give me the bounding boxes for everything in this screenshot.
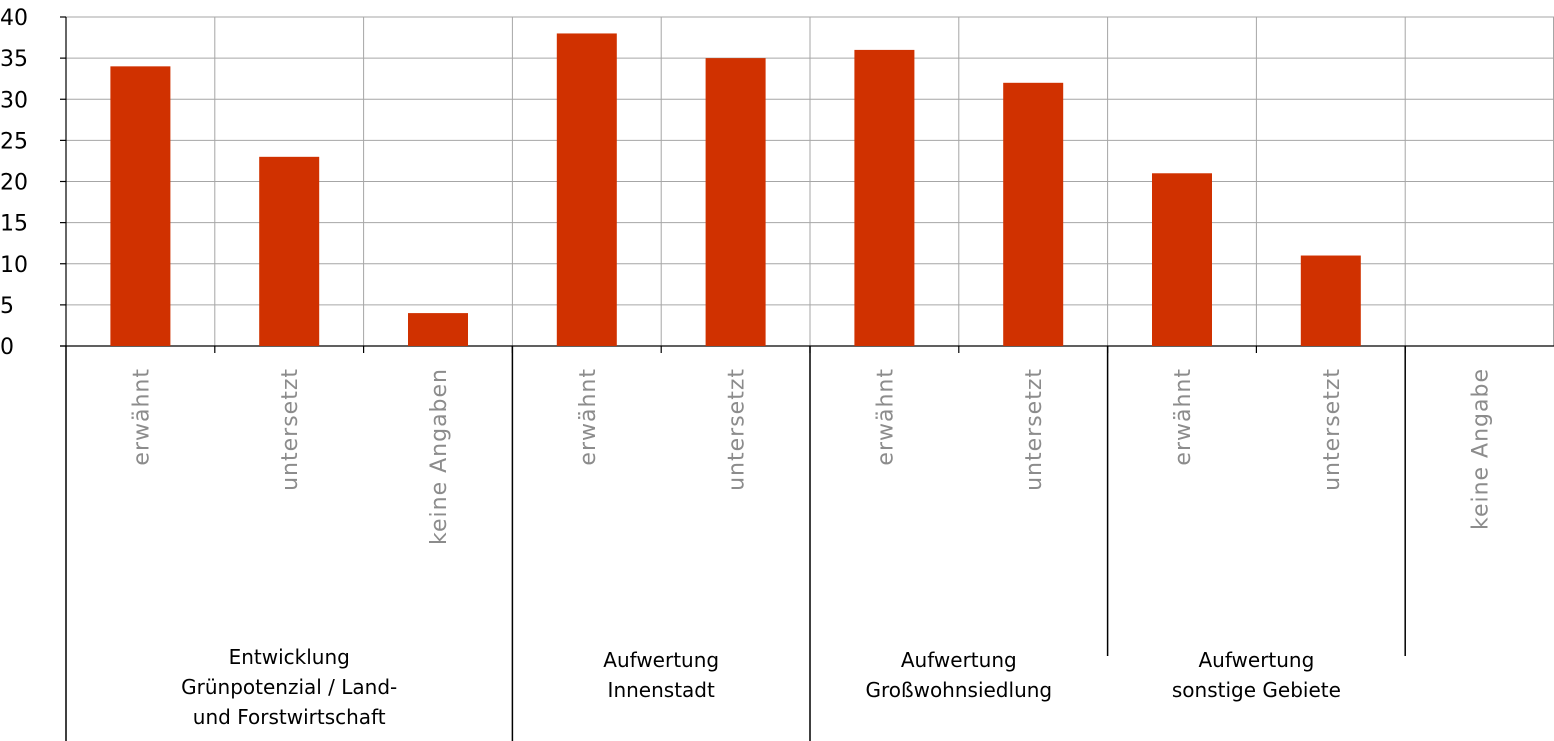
y-tick-label: 35 (0, 47, 28, 72)
bar (110, 66, 171, 346)
y-tick-label: 10 (0, 253, 28, 278)
y-tick-label: 15 (0, 212, 28, 237)
x-category-label: untersetzt (1022, 368, 1047, 491)
y-tick-label: 0 (0, 335, 14, 360)
x-category-label: erwähnt (1171, 368, 1196, 466)
x-category-label: untersetzt (278, 368, 303, 491)
bar (854, 49, 915, 347)
y-tick-label: 40 (0, 6, 28, 31)
bar (556, 33, 617, 346)
x-category-label: untersetzt (1320, 368, 1345, 491)
group-label: Aufwertung (603, 648, 719, 672)
x-category-label: untersetzt (725, 368, 750, 491)
bar (1152, 173, 1212, 346)
x-category-label: erwähnt (576, 368, 601, 466)
bar (1300, 255, 1361, 346)
bar (259, 156, 320, 346)
group-label: Aufwertung (1198, 648, 1314, 672)
group-label: Großwohnsiedlung (865, 678, 1052, 702)
y-tick-label: 30 (0, 88, 28, 113)
x-category-label: keine Angaben (427, 368, 452, 545)
group-label: Grünpotenzial / Land- (181, 675, 397, 699)
bar (705, 58, 766, 346)
group-label: Aufwertung (901, 648, 1017, 672)
bar (1003, 82, 1064, 347)
y-tick-label: 25 (0, 129, 28, 154)
group-label: und Forstwirtschaft (193, 705, 386, 729)
x-category-label: erwähnt (129, 368, 154, 466)
group-label: Innenstadt (608, 678, 715, 702)
y-tick-label: 20 (0, 171, 28, 196)
bar (408, 313, 468, 346)
x-category-label: erwähnt (873, 368, 898, 466)
group-label: Entwicklung (229, 645, 350, 669)
y-tick-label: 5 (0, 294, 14, 319)
x-category-label: keine Angabe (1469, 368, 1494, 530)
group-label: sonstige Gebiete (1172, 678, 1341, 702)
